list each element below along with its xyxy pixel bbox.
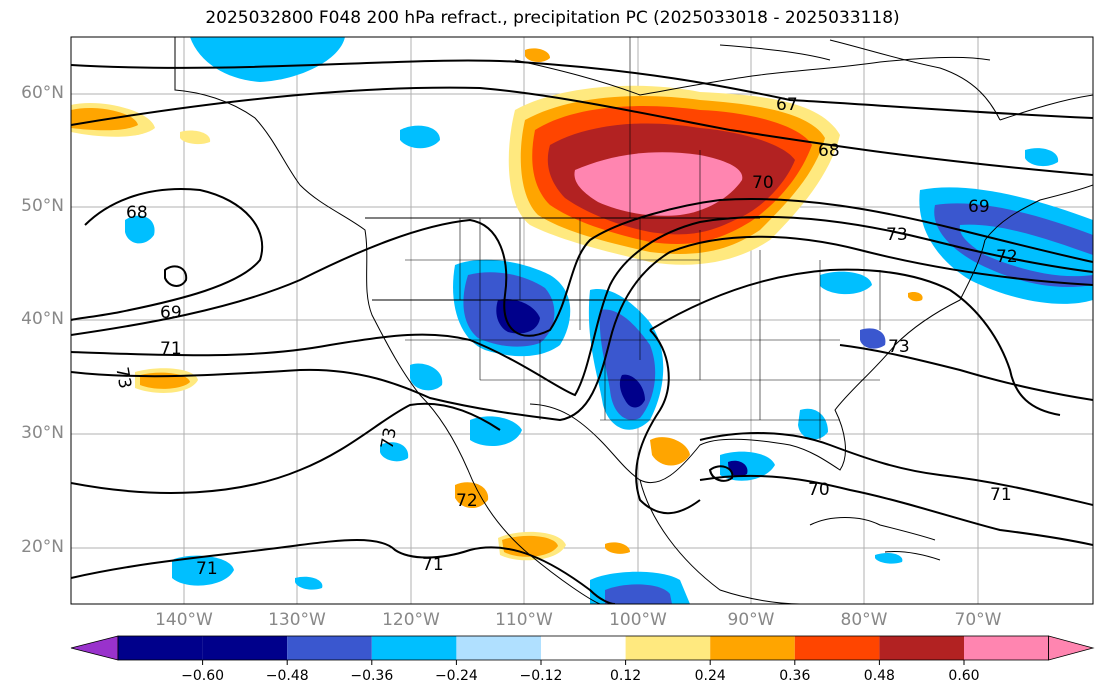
lon-label: 100°W: [609, 610, 667, 630]
colorbar-tick-label: −0.24: [434, 668, 478, 684]
positive-anomaly-north: [508, 85, 840, 265]
colorbar-bin: [964, 636, 1049, 660]
colorbar-bin: [625, 636, 711, 660]
colorbar-bin: [456, 636, 541, 660]
colorbar-tick-label: −0.12: [519, 668, 563, 684]
negative-anomaly-small-patches: [125, 37, 1059, 604]
colorbar: [70, 635, 1095, 665]
colorbar-tick-label: 0.36: [779, 668, 811, 684]
contour-label: 72: [996, 247, 1018, 267]
contour-label: 71: [160, 339, 182, 359]
contour-label: 68: [126, 203, 148, 223]
colorbar-tick-label: 0.12: [610, 668, 642, 684]
lat-label: 20°N: [21, 537, 64, 557]
lon-label: 80°W: [840, 610, 888, 630]
colorbar-bin: [541, 636, 626, 660]
negative-anomaly-south-central: [588, 289, 664, 430]
contour-label: 73: [377, 426, 400, 451]
contour-label: 71: [196, 559, 218, 579]
lon-label: 120°W: [382, 610, 440, 630]
lat-label: 50°N: [21, 196, 64, 216]
contour-labels: 67 68 70 69 73 68 69 71 73 73 72 71 71 7…: [111, 95, 1017, 579]
colorbar-bin: [794, 636, 880, 660]
colorbar-tick-label: 0.48: [863, 668, 895, 684]
state-boundaries: [405, 37, 881, 440]
colorbar-bin: [118, 636, 203, 660]
colorbar-bin: [879, 636, 964, 660]
contour-label: 71: [422, 555, 444, 575]
colorbar-extend-high: [1048, 635, 1095, 661]
contour-label: 71: [990, 485, 1012, 505]
colorbar-tick-label: −0.60: [181, 668, 225, 684]
negative-anomaly-southwest: [453, 259, 571, 357]
contour-label: 73: [111, 366, 134, 391]
lat-label: 30°N: [21, 423, 64, 443]
colorbar-tick-label: −0.48: [265, 668, 309, 684]
contour-label: 67: [776, 95, 798, 115]
contour-label: 70: [808, 480, 830, 500]
contour-label: 68: [818, 141, 840, 161]
colorbar-bin: [710, 636, 795, 660]
figure-title: 2025032800 F048 200 hPa refract., precip…: [205, 8, 900, 28]
colorbar-frame: [117, 635, 1049, 661]
contour-label: 69: [160, 303, 182, 323]
colorbar-tick-label: −0.36: [350, 668, 394, 684]
lon-label: 130°W: [268, 610, 326, 630]
lat-label: 40°N: [21, 309, 64, 329]
colorbar-tick-label: 0.24: [694, 668, 726, 684]
lon-label: 90°W: [727, 610, 775, 630]
isolines: [71, 59, 1093, 604]
colorbar-bin: [371, 636, 457, 660]
colorbar-extend-low: [70, 635, 119, 661]
lon-label: 70°W: [954, 610, 1002, 630]
colorbar-bin: [287, 636, 372, 660]
lon-label: 110°W: [495, 610, 553, 630]
map-frame: [70, 36, 1094, 605]
contour-label: 73: [888, 337, 910, 357]
lat-label: 60°N: [21, 83, 64, 103]
contour-label: 73: [886, 225, 908, 245]
coastlines: [174, 37, 1093, 604]
contour-label: 69: [968, 197, 990, 217]
contour-label: 72: [456, 491, 478, 511]
contour-label: 70: [752, 173, 774, 193]
lon-label: 140°W: [155, 610, 213, 630]
colorbar-tick-label: 0.60: [948, 668, 980, 684]
colorbar-bin: [202, 636, 288, 660]
